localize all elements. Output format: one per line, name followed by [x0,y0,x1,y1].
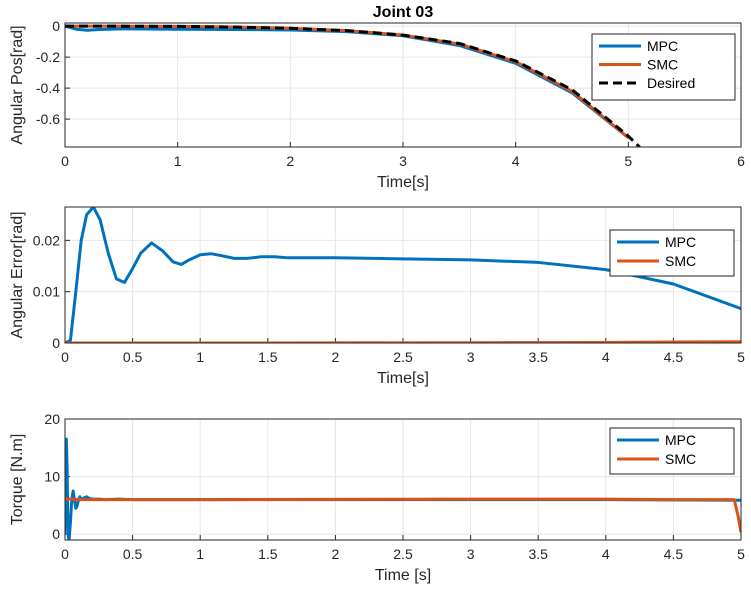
axes-frame [64,206,742,344]
x-tick-label: 1.5 [258,546,278,562]
y-axis-label: Angular Error[rad] [9,211,26,338]
x-tick-label: 4.5 [664,546,684,562]
x-tick-label: 2 [332,349,340,365]
x-tick-label: 2 [332,546,340,562]
x-tick-label: 2 [286,153,294,169]
x-tick-label: 4 [602,546,610,562]
y-tick-label: -0.2 [36,49,60,65]
y-tick-label: 0.02 [33,232,60,248]
x-tick-label: 6 [737,153,745,169]
x-tick-label: 3.5 [528,546,548,562]
x-tick-label: 3.5 [528,349,548,365]
legend: MPC SMC [609,427,735,475]
y-tick-label: 0 [52,335,60,351]
legend-box [609,427,735,475]
legend-label-mpc: MPC [665,432,696,448]
plot-area: 0 1 2 3 4 5 6 0 -0.2 -0.4 -0.6 Joint 03 Time[s] Angul… [9,4,745,584]
y-tick-label: 0 [52,18,60,34]
y-tick-label: 0 [52,526,60,542]
x-tick-label: 1 [196,349,204,365]
x-axis-label: Time [s] [375,567,431,584]
axes-frame [64,22,742,148]
x-tick-label: 5 [737,349,745,365]
y-axis-label: Torque [N.m] [9,434,26,526]
legend-label-smc: SMC [665,253,696,269]
x-tick-label: 0.5 [123,349,143,365]
legend-box [609,229,735,277]
x-tick-label: 5 [737,546,745,562]
series-mpc-line [65,207,741,343]
chart-2: 0 0.5 1 1.5 2 2.5 3 3.5 4 4.5 5 0 0.01 0.02 Time[s] Ang… [9,206,745,387]
x-tick-label: 3 [399,153,407,169]
chart-title: Joint 03 [373,4,434,21]
y-tick-label: 20 [44,411,60,427]
x-tick-label: 1 [174,153,182,169]
x-tick-label: 0 [61,153,69,169]
x-tick-label: 5 [624,153,632,169]
chart-1: 0 1 2 3 4 5 6 0 -0.2 -0.4 -0.6 Joint 03 Time[s] Angul… [9,4,745,191]
x-tick-label: 1.5 [258,349,278,365]
legend: MPC SMC [609,229,735,277]
legend-label-mpc: MPC [647,38,678,54]
legend-label-smc: SMC [647,57,678,73]
x-tick-label: 2.5 [393,349,413,365]
x-tick-label: 4.5 [664,349,684,365]
x-tick-label: 0 [61,349,69,365]
x-axis-label: Time[s] [377,370,429,387]
x-axis-label: Time[s] [377,174,429,191]
x-tick-label: 3 [467,349,475,365]
x-tick-label: 4 [602,349,610,365]
x-tick-label: 0 [61,546,69,562]
x-tick-label: 4 [512,153,520,169]
y-axis-label: Angular Pos[rad] [9,25,26,144]
axes-frame [64,418,742,541]
legend-label-desired: Desired [647,75,695,91]
legend: MPC SMC Desired [591,33,736,101]
legend-label-smc: SMC [665,451,696,467]
x-tick-label: 2.5 [393,546,413,562]
y-tick-label: 0.01 [33,284,60,300]
y-tick-label: 10 [44,469,60,485]
x-tick-label: 0.5 [123,546,143,562]
x-tick-label: 1 [196,546,204,562]
y-tick-label: -0.4 [36,80,60,96]
y-tick-label: -0.6 [36,111,60,127]
series-desired-line [65,24,641,147]
series-smc-line [65,497,741,533]
legend-label-mpc: MPC [665,234,696,250]
x-tick-label: 3 [467,546,475,562]
chart-3: 0 0.5 1 1.5 2 2.5 3 3.5 4 4.5 5 0 10 20 Time [s] Torque… [9,411,745,584]
